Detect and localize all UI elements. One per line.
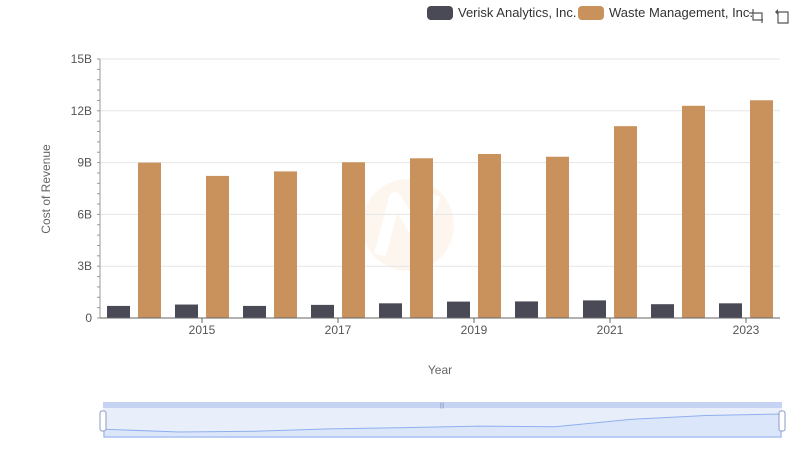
bar-verisk-2023[interactable] [719, 303, 742, 318]
range-slider-top-bar[interactable] [103, 402, 782, 408]
bar-verisk-2017[interactable] [311, 304, 334, 318]
legend-swatch-verisk [427, 6, 453, 20]
y-tick-label: 0 [85, 311, 92, 325]
bar-waste-2019[interactable] [478, 153, 501, 318]
bar-waste-2017[interactable] [342, 162, 365, 318]
legend-item-verisk[interactable]: Verisk Analytics, Inc. [427, 5, 577, 20]
x-tick-label: 2021 [597, 323, 624, 337]
watermark-logo [362, 179, 454, 271]
zoom-select-icon[interactable] [748, 8, 764, 24]
range-slider[interactable]: ||| [99, 402, 786, 438]
y-tick-label: 12B [71, 104, 92, 118]
y-tick-label: 9B [77, 156, 92, 170]
y-axis-title: Cost of Revenue [39, 144, 53, 234]
bar-waste-2015[interactable] [206, 175, 229, 318]
bar-verisk-2014[interactable] [107, 305, 130, 318]
bar-verisk-2015[interactable] [175, 304, 198, 318]
x-tick-label: 2023 [733, 323, 760, 337]
legend-item-waste[interactable]: Waste Management, Inc. [578, 5, 753, 20]
legend-label-verisk: Verisk Analytics, Inc. [458, 5, 577, 20]
y-tick-label: 6B [77, 207, 92, 221]
bar-waste-2022[interactable] [682, 105, 705, 318]
bar-verisk-2022[interactable] [651, 304, 674, 318]
range-slider-grip-icon[interactable]: ||| [440, 403, 445, 409]
bars [107, 100, 773, 319]
zoom-reset-icon[interactable] [774, 8, 790, 24]
range-slider-right-handle[interactable] [778, 410, 786, 432]
bar-waste-2014[interactable] [138, 162, 161, 318]
y-tick-label: 15B [71, 52, 92, 66]
x-tick-label: 2015 [189, 323, 216, 337]
legend[interactable]: Verisk Analytics, Inc. Waste Management,… [427, 5, 753, 20]
range-slider-left-handle[interactable] [99, 410, 107, 432]
bar-waste-2021[interactable] [614, 126, 637, 319]
bar-verisk-2021[interactable] [583, 300, 606, 318]
bar-waste-2020[interactable] [546, 156, 569, 318]
bar-verisk-2019[interactable] [447, 301, 470, 318]
y-axis: 0 3B 6B 9B 12B 15B [71, 52, 101, 325]
x-tick-label: 2019 [461, 323, 488, 337]
x-axis: 2015 2017 2019 2021 2023 [100, 317, 780, 337]
x-axis-title: Year [428, 363, 452, 377]
bar-verisk-2020[interactable] [515, 301, 538, 318]
bar-verisk-2018[interactable] [379, 303, 402, 318]
legend-swatch-waste [578, 6, 604, 20]
bar-waste-2016[interactable] [274, 171, 297, 318]
bar-waste-2018[interactable] [410, 158, 433, 318]
grid-lines [100, 58, 780, 319]
y-tick-label: 3B [77, 259, 92, 273]
x-tick-label: 2017 [325, 323, 352, 337]
legend-label-waste: Waste Management, Inc. [609, 5, 753, 20]
bar-verisk-2016[interactable] [243, 305, 266, 318]
bar-waste-2023[interactable] [750, 100, 773, 318]
